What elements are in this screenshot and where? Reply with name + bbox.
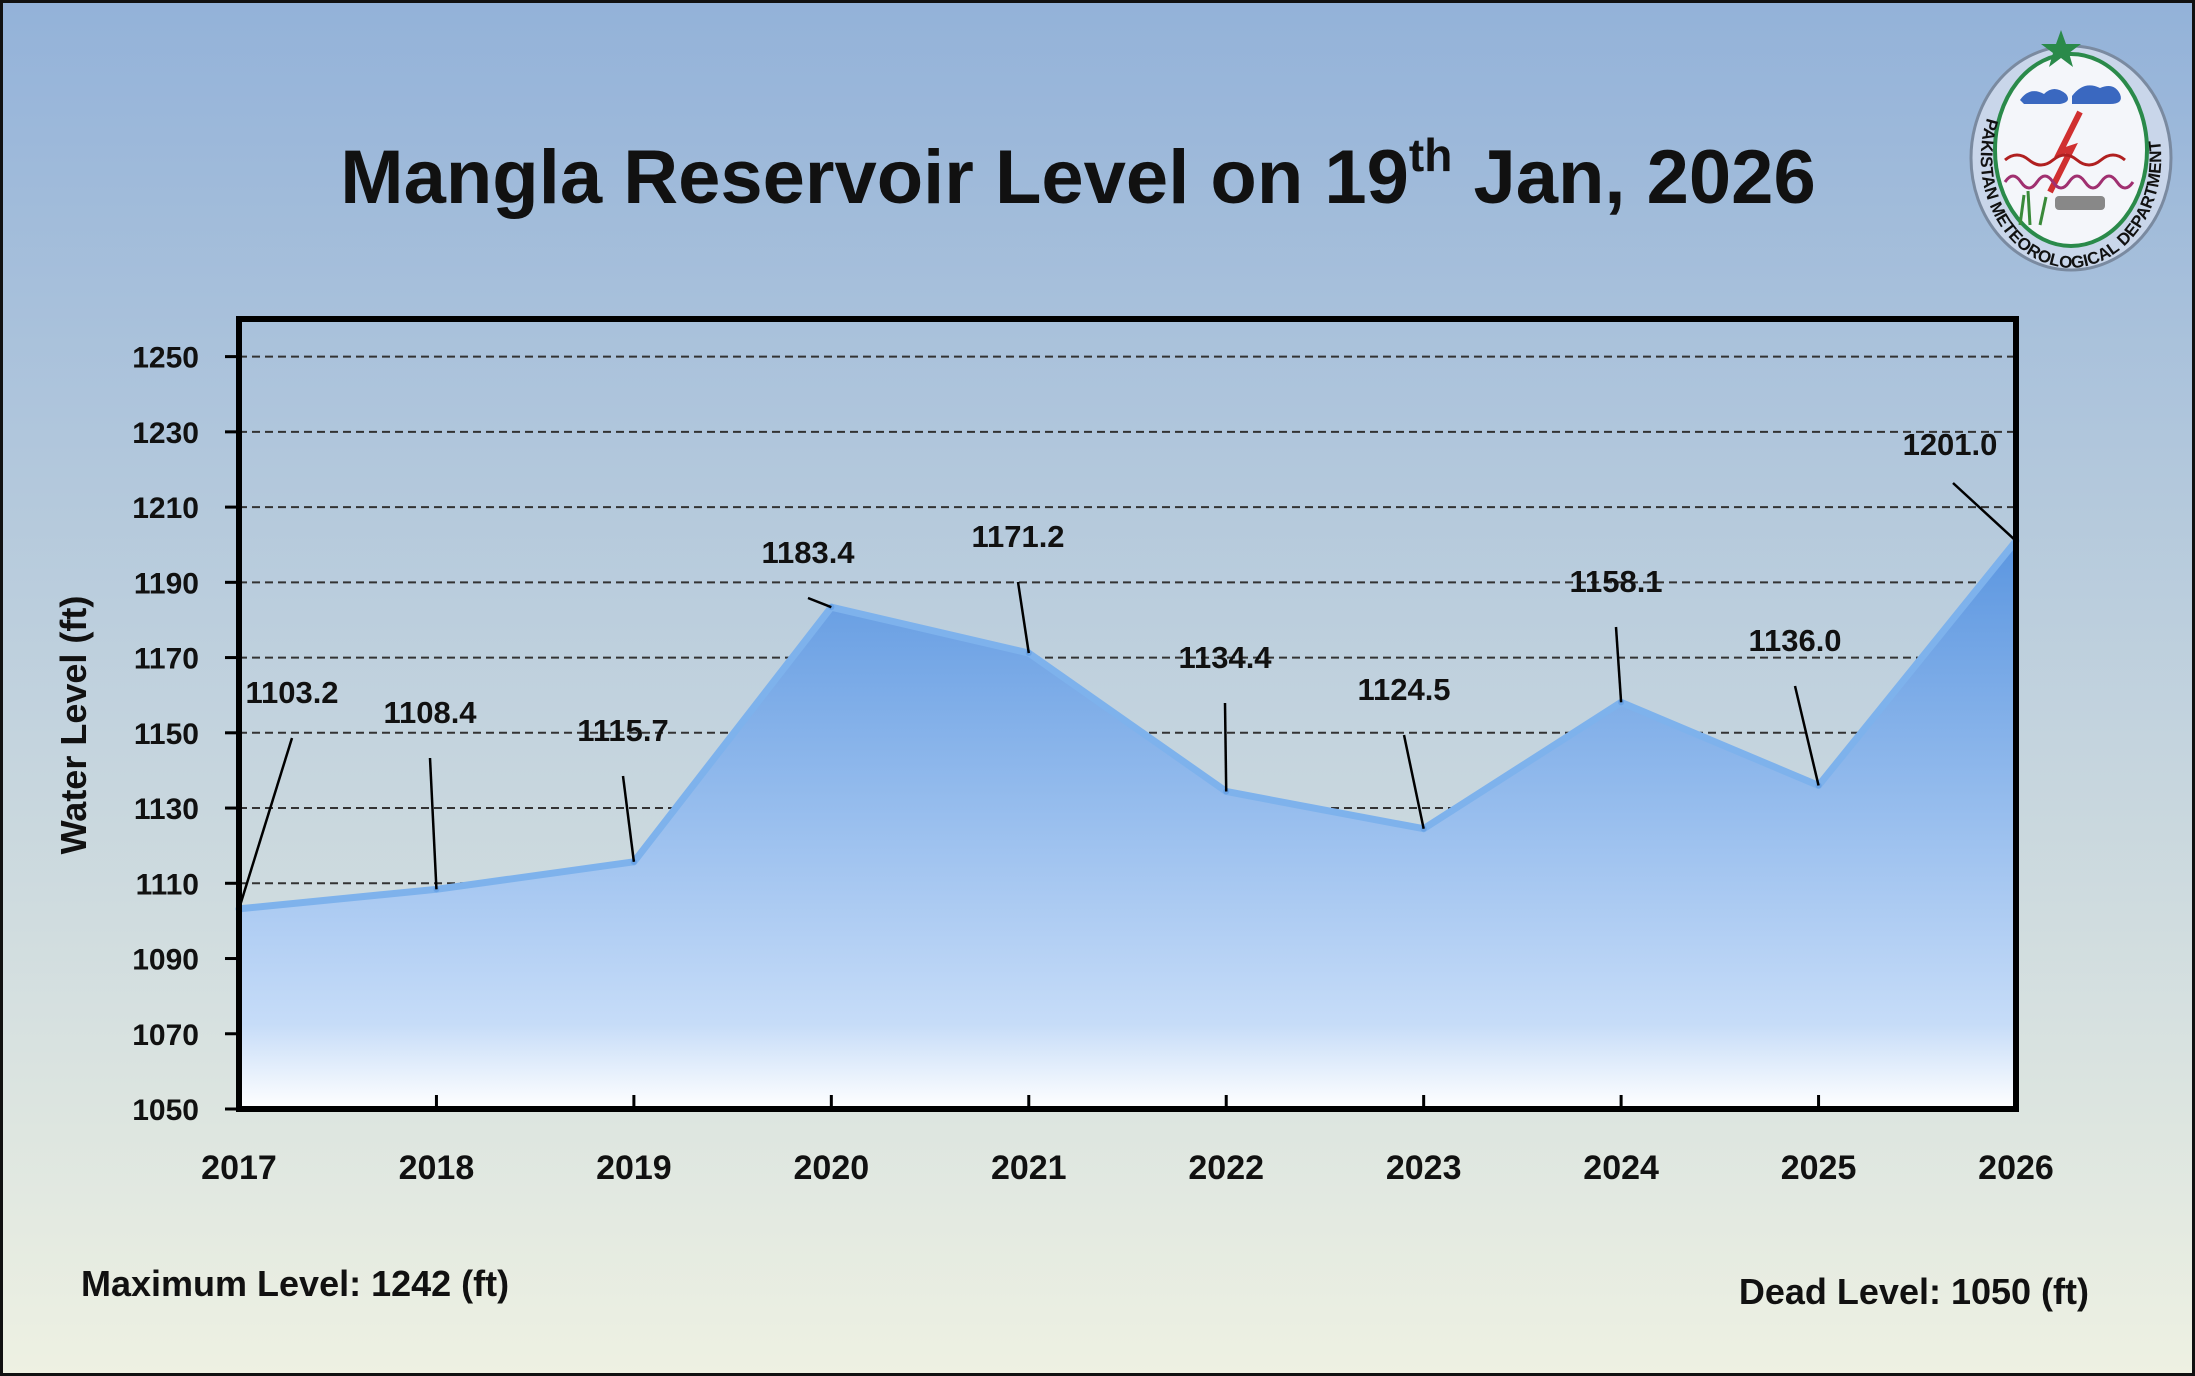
y-tick-label: 1070 — [132, 1019, 199, 1052]
data-label: 1108.4 — [383, 695, 477, 730]
series-segment — [630, 603, 835, 866]
pmd-logo-icon: PAKISTAN METEOROLOGICAL DEPARTMENT — [1969, 30, 2173, 272]
chart-title: Mangla Reservoir Level on 19th Jan, 2026 — [340, 129, 1815, 220]
x-tick-label: 2021 — [991, 1149, 1067, 1187]
series-segment — [432, 858, 638, 893]
leader-line — [1793, 685, 1820, 786]
maximum-level-note: Maximum Level: 1242 (ft) — [81, 1263, 509, 1304]
leader-line — [428, 757, 438, 890]
y-tick-label: 1210 — [132, 492, 199, 525]
leader-line — [1016, 581, 1031, 654]
y-tick-label: 1190 — [134, 567, 199, 600]
area-fill — [239, 540, 2016, 1109]
x-tick-label: 2020 — [794, 1149, 870, 1187]
leader-line — [807, 596, 832, 609]
y-axis-label: Water Level (ft) — [53, 596, 94, 855]
x-tick-label: 2018 — [399, 1149, 475, 1187]
leader-line — [1952, 482, 2017, 542]
y-tick-label: 1250 — [132, 342, 199, 375]
data-label: 1103.2 — [245, 675, 338, 710]
y-tick-label: 1150 — [134, 718, 199, 751]
y-tick-label: 1170 — [134, 643, 199, 676]
series-segment — [1617, 698, 1823, 789]
data-label: 1115.7 — [577, 713, 668, 748]
series-segment — [827, 603, 1033, 657]
data-label: 1124.5 — [1357, 672, 1450, 707]
series-segment — [1815, 537, 2020, 789]
y-tick-label: 1130 — [134, 793, 199, 826]
data-label: 1171.2 — [971, 519, 1064, 554]
leader-line — [621, 775, 636, 863]
data-label: 1183.4 — [761, 535, 855, 570]
x-tick-label: 2017 — [201, 1149, 277, 1187]
x-tick-label: 2022 — [1188, 1149, 1264, 1187]
x-tick-label: 2019 — [596, 1149, 672, 1187]
axis-ticks: 1050 1070 1090 1110 1130 1150 1170 1190 1210 1230… — [132, 342, 2054, 1187]
data-labels: 1103.2 1108.4 1115.7 1183.4 1171.2 1134.4 1124… — [237, 427, 2017, 910]
leader-line — [1614, 626, 1623, 703]
area-series — [235, 537, 2020, 1109]
plot-frame — [236, 316, 2019, 1112]
data-label: 1136.0 — [1748, 623, 1841, 658]
leader-line — [1223, 702, 1228, 792]
leader-line — [237, 737, 294, 910]
x-tick-label: 2025 — [1781, 1149, 1857, 1187]
leader-line — [1402, 734, 1425, 829]
series-segment — [235, 885, 440, 913]
data-label: 1201.0 — [1903, 427, 1998, 462]
series-segment — [1025, 649, 1230, 795]
x-tick-label: 2026 — [1978, 1149, 2054, 1187]
y-tick-label: 1230 — [132, 417, 199, 450]
series-segment — [1420, 698, 1625, 833]
series-segment — [1222, 787, 1428, 833]
data-label: 1134.4 — [1178, 640, 1272, 675]
x-tick-label: 2024 — [1583, 1149, 1659, 1187]
y-tick-label: 1110 — [136, 868, 199, 901]
y-tick-label: 1050 — [132, 1094, 199, 1127]
y-tick-label: 1090 — [132, 944, 199, 977]
x-tick-label: 2023 — [1386, 1149, 1462, 1187]
data-label: 1158.1 — [1569, 564, 1662, 599]
dead-level-note: Dead Level: 1050 (ft) — [1739, 1271, 2089, 1312]
